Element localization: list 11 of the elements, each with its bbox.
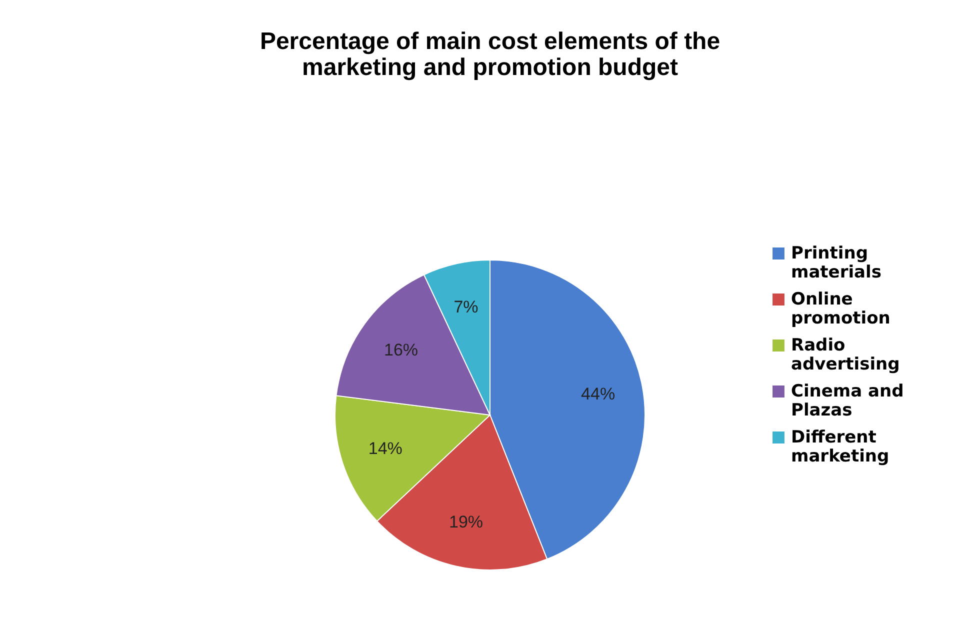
legend-label: Printing materials bbox=[791, 244, 882, 282]
data-label: 14% bbox=[368, 438, 402, 458]
legend-label: Cinema and Plazas bbox=[791, 382, 904, 420]
data-label: 16% bbox=[384, 340, 418, 360]
legend-label: Radio advertising bbox=[791, 336, 900, 374]
legend-label: Online promotion bbox=[791, 290, 890, 328]
chart-title: Percentage of main cost elements of the marketing and promotion budget bbox=[260, 28, 720, 81]
data-label: 7% bbox=[454, 298, 478, 317]
data-label: 44% bbox=[581, 384, 616, 404]
data-label: 19% bbox=[448, 512, 484, 532]
legend-label: Different marketing bbox=[791, 428, 890, 466]
